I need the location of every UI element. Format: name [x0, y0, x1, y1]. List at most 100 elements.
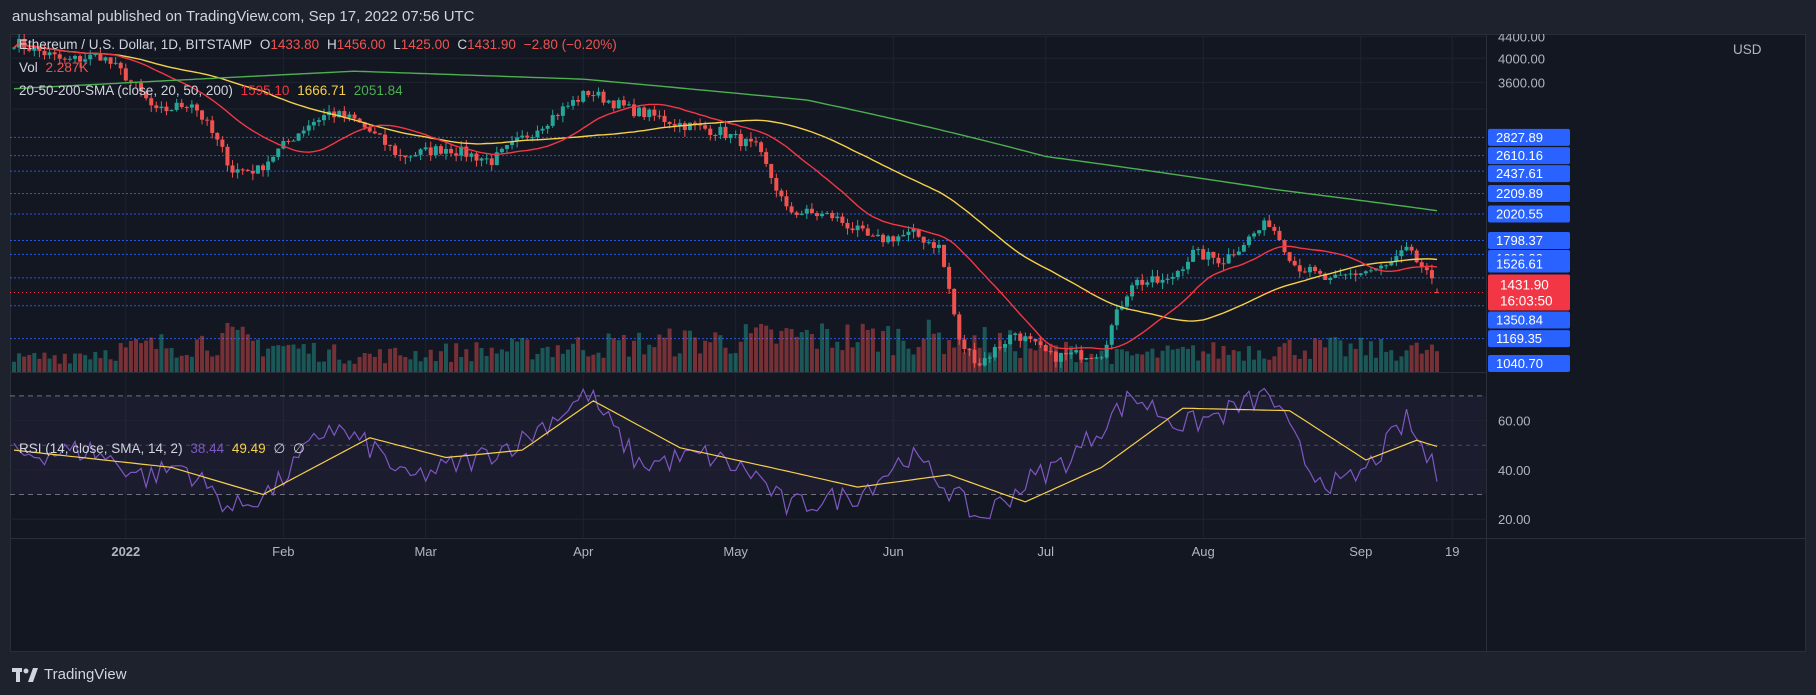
volume-bar	[62, 353, 67, 372]
candle	[718, 126, 723, 136]
volume-bar	[992, 350, 997, 372]
volume-bar	[337, 359, 342, 372]
volume-bar	[281, 346, 286, 372]
candle	[362, 122, 367, 128]
symbol-name[interactable]: Ethereum / U.S. Dollar, 1D, BITSTAMP	[19, 37, 253, 52]
volume-bar	[1409, 345, 1414, 372]
volume-bar	[438, 351, 443, 372]
candle	[382, 134, 387, 145]
tradingview-brand: TradingView	[44, 666, 127, 683]
candle	[708, 128, 713, 136]
candle	[698, 124, 703, 126]
candle	[296, 133, 301, 141]
candle	[1145, 282, 1150, 285]
volume-bar	[240, 326, 245, 372]
volume-bar	[12, 361, 16, 372]
candle	[957, 314, 962, 340]
volume-bar	[1008, 330, 1013, 372]
candle	[128, 80, 133, 82]
volume-bar	[1287, 339, 1292, 372]
volume-bar	[835, 341, 840, 372]
candle	[891, 236, 896, 242]
volume-bar	[596, 352, 601, 372]
candle	[936, 244, 941, 248]
tradingview-logo[interactable]: TradingView	[12, 666, 127, 683]
price-tick-label: 3600.00	[1498, 75, 1545, 90]
volume-bar	[606, 333, 611, 372]
volume-bar	[1328, 337, 1333, 372]
volume-bar	[967, 348, 972, 372]
candle	[835, 216, 840, 219]
candle	[1297, 265, 1302, 272]
candle	[875, 234, 880, 237]
chart-canvas[interactable]: 2022 Feb Mar Apr May Jun Jul Aug Sep 19 4400.00 400…	[10, 34, 1806, 652]
candle	[997, 347, 1002, 349]
volume-bar	[474, 342, 479, 372]
candle	[586, 91, 591, 96]
time-tick-label: 19	[1445, 544, 1459, 559]
volume-bar	[1028, 348, 1033, 372]
level-badge	[1488, 232, 1570, 250]
candle	[67, 58, 72, 60]
candle	[22, 38, 27, 48]
volume-bar	[189, 356, 194, 372]
volume-bar	[1343, 356, 1348, 372]
candle	[123, 68, 128, 81]
volume-bar	[433, 361, 438, 372]
volume-bar	[916, 347, 921, 372]
candle	[1424, 267, 1429, 271]
candle	[1109, 325, 1114, 345]
volume-bar	[174, 357, 179, 372]
level-badge-label: 1040.70	[1496, 356, 1543, 371]
volume-bar	[733, 353, 738, 372]
volume-bar	[266, 348, 271, 372]
volume-bar	[799, 332, 804, 372]
volume-bar	[1211, 342, 1216, 372]
candle	[311, 121, 316, 126]
volume-bar	[921, 338, 926, 372]
candle	[1277, 230, 1282, 241]
candle	[301, 130, 306, 134]
candle	[1008, 335, 1013, 345]
volume-bar	[886, 326, 891, 372]
volume-bar	[901, 340, 906, 372]
candle	[1089, 357, 1094, 359]
candle	[764, 152, 769, 164]
candle	[738, 133, 743, 147]
rsi-label[interactable]: RSI (14, close, SMA, 14, 2)	[19, 441, 183, 456]
volume-bar	[1155, 357, 1160, 372]
volume-bar	[708, 342, 713, 372]
time-tick-label: May	[723, 544, 748, 559]
volume-bar	[926, 319, 931, 372]
candle	[1257, 230, 1262, 234]
volume-bar	[93, 351, 98, 372]
volume-bar	[220, 332, 225, 372]
candle	[235, 169, 240, 173]
volume-bar	[1074, 362, 1079, 372]
candle	[520, 135, 525, 138]
sma-label[interactable]: 20-50-200-SMA (close, 20, 50, 200)	[19, 83, 233, 98]
candle	[906, 231, 911, 235]
volume-label[interactable]: Vol	[19, 60, 38, 75]
volume-bar	[611, 338, 616, 372]
candle	[1140, 279, 1145, 285]
volume-bar	[1374, 357, 1379, 372]
volume-bar	[860, 323, 865, 372]
volume-bar	[621, 334, 626, 372]
volume-bar	[1353, 348, 1358, 372]
candle	[62, 58, 67, 60]
volume-bar	[1267, 359, 1272, 372]
candle	[942, 244, 947, 267]
volume-bar	[703, 340, 708, 372]
volume-bar	[1099, 350, 1104, 372]
volume-bar	[454, 343, 459, 372]
volume-bar	[347, 360, 352, 372]
candle	[550, 115, 555, 126]
volume-bar	[1018, 357, 1023, 372]
volume-bar	[718, 335, 723, 372]
volume-bar	[332, 344, 337, 372]
candle	[413, 154, 418, 157]
volume-bar	[327, 349, 332, 372]
candle	[1048, 351, 1053, 353]
candle	[1165, 278, 1170, 280]
